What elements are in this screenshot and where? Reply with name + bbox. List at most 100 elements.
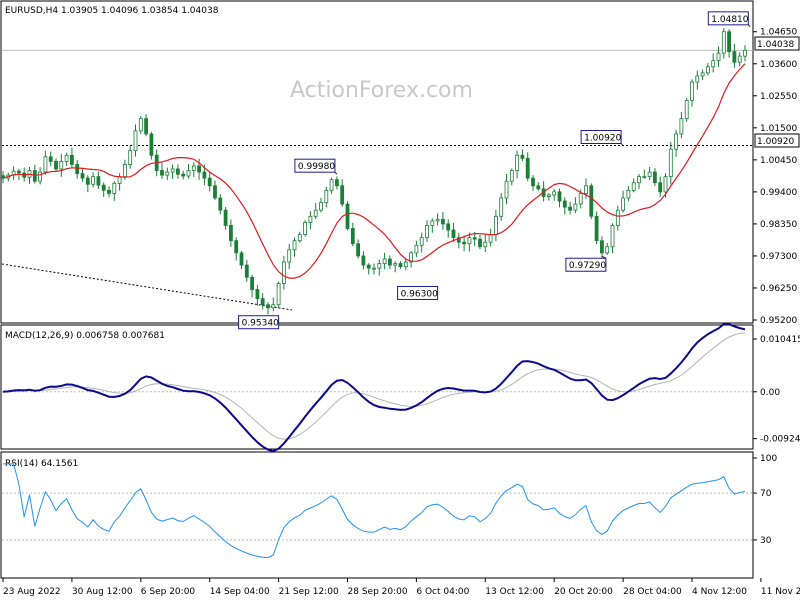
candle-body bbox=[531, 177, 535, 187]
candle-body bbox=[488, 234, 493, 243]
price-annotations: 1.04810 1.00920 0.99980 0.97290 0.96300 0.953… bbox=[238, 11, 751, 330]
candle-body bbox=[504, 180, 509, 199]
price-tick-label: 1.01500 bbox=[760, 124, 797, 134]
candle-body bbox=[382, 258, 387, 264]
macd-signal-line bbox=[2, 332, 746, 440]
candle-body bbox=[377, 263, 382, 269]
candle-body bbox=[223, 209, 228, 226]
candle-body bbox=[244, 264, 249, 278]
candle-body bbox=[101, 184, 106, 191]
rsi-tick-label: 100 bbox=[760, 454, 777, 464]
candle-body bbox=[547, 194, 551, 197]
candle-body bbox=[430, 220, 435, 226]
candle-body bbox=[43, 156, 48, 173]
candle-body bbox=[727, 31, 731, 52]
time-tick-label: 21 Sep 12:00 bbox=[279, 587, 339, 597]
candle-body bbox=[668, 148, 673, 178]
candle-body bbox=[414, 244, 419, 254]
candle-body bbox=[313, 209, 318, 217]
macd-tick-label: -0.009244 bbox=[760, 435, 800, 445]
candle-body bbox=[32, 170, 37, 182]
candle-body bbox=[716, 52, 721, 62]
candle-body bbox=[64, 154, 69, 162]
candle-body bbox=[319, 202, 323, 211]
candle-body bbox=[525, 157, 530, 179]
candle-body bbox=[509, 170, 514, 182]
candle-body bbox=[568, 206, 572, 211]
time-tick-label: 28 Sep 20:00 bbox=[348, 587, 408, 597]
candle-body bbox=[637, 176, 641, 184]
candle-body bbox=[350, 228, 355, 245]
candle-body bbox=[573, 203, 578, 211]
price-plot bbox=[1, 28, 753, 315]
price-panel-frame bbox=[0, 0, 754, 324]
time-tick-label: 6 Sep 20:00 bbox=[141, 587, 196, 597]
candle-body bbox=[297, 234, 302, 242]
price-annotation-label: 1.04810 bbox=[711, 15, 748, 25]
price-annotation-label: 0.99980 bbox=[298, 162, 335, 172]
price-tick-label: 1.04650 bbox=[760, 28, 797, 38]
time-tick-label: 20 Oct 20:00 bbox=[554, 587, 613, 597]
candle-body bbox=[59, 160, 64, 170]
candle-body bbox=[679, 118, 684, 135]
candle-body bbox=[133, 130, 138, 152]
price-annotation: 0.97290 bbox=[565, 255, 607, 272]
candle-body bbox=[446, 223, 451, 231]
candle-body bbox=[695, 75, 700, 83]
rsi-panel-frame bbox=[0, 451, 754, 579]
candle-body bbox=[737, 55, 742, 63]
candle-body bbox=[80, 173, 85, 179]
candle-body bbox=[138, 118, 143, 132]
macd-tick-label: 0.010415 bbox=[760, 335, 800, 345]
candle-body bbox=[472, 237, 477, 240]
candle-body bbox=[123, 164, 127, 178]
price-annotation-label: 0.95340 bbox=[242, 319, 279, 329]
candle-body bbox=[117, 176, 122, 184]
candle-body bbox=[493, 215, 498, 235]
candle-body bbox=[409, 252, 414, 263]
candle-body bbox=[440, 218, 445, 225]
candle-body bbox=[467, 237, 472, 245]
candle-body bbox=[54, 160, 58, 170]
candle-body bbox=[85, 177, 90, 185]
moving-average-line bbox=[2, 63, 746, 279]
candle-body bbox=[732, 51, 737, 63]
candle-body bbox=[144, 118, 149, 135]
macd-header: MACD(12,26,9) 0.006758 0.007681 bbox=[5, 331, 165, 341]
candle-body bbox=[552, 191, 557, 196]
candle-body bbox=[234, 240, 239, 254]
candle-body bbox=[165, 171, 170, 176]
candle-body bbox=[186, 170, 191, 177]
candle-body bbox=[536, 185, 541, 190]
candle-body bbox=[515, 154, 519, 171]
candle-body bbox=[175, 168, 180, 175]
candle-body bbox=[181, 173, 186, 177]
candle-body bbox=[361, 255, 366, 266]
macd-plot bbox=[2, 323, 753, 453]
candle-body bbox=[631, 182, 636, 191]
candle-body bbox=[610, 225, 615, 248]
candle-body bbox=[149, 133, 154, 156]
rsi-plot bbox=[2, 463, 753, 559]
candle-body bbox=[387, 258, 392, 266]
time-tick-label: 30 Aug 12:00 bbox=[72, 587, 133, 597]
candle-body bbox=[743, 49, 747, 57]
candle-body bbox=[213, 185, 217, 199]
candle-body bbox=[594, 215, 599, 242]
candle-body bbox=[16, 170, 21, 174]
candle-body bbox=[287, 249, 292, 263]
candle-body bbox=[260, 298, 265, 306]
candle-body bbox=[584, 185, 588, 194]
candle-body bbox=[419, 237, 424, 246]
candle-body bbox=[334, 179, 339, 187]
candle-body bbox=[170, 168, 175, 173]
candle-body bbox=[191, 165, 196, 171]
candle-body bbox=[329, 179, 334, 191]
candle-body bbox=[456, 237, 461, 243]
candle-body bbox=[578, 193, 583, 205]
current-price-tag: 1.04038 bbox=[754, 36, 800, 51]
candle-body bbox=[218, 197, 223, 211]
candle-body bbox=[690, 81, 694, 101]
candle-body bbox=[281, 261, 286, 284]
candle-body bbox=[324, 189, 329, 203]
